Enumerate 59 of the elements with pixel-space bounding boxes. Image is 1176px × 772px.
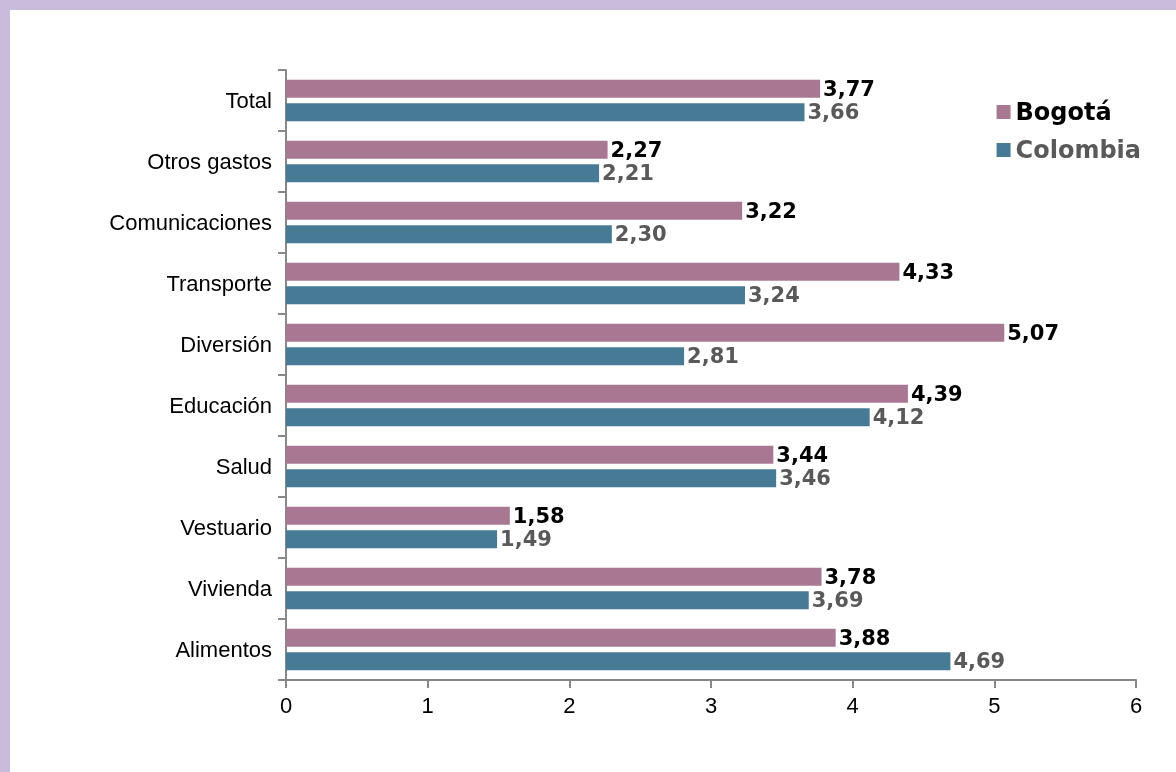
data-label: 4,12 [872, 405, 925, 430]
y-tick-label: Total [225, 88, 272, 113]
data-label: 1,58 [512, 503, 565, 528]
data-label: 3,66 [807, 100, 860, 125]
bar [286, 628, 836, 647]
bar [286, 445, 774, 464]
data-label: 4,33 [902, 259, 955, 284]
bar [286, 140, 608, 159]
bar [286, 506, 510, 525]
bar [286, 262, 900, 281]
data-label: 2,27 [610, 137, 663, 162]
y-tick-label: Otros gastos [147, 149, 272, 174]
data-label: 2,81 [687, 344, 739, 369]
bar [286, 469, 777, 488]
x-tick-label: 5 [988, 692, 1001, 718]
data-label: 3,22 [745, 198, 797, 223]
bar [286, 347, 685, 366]
data-label: 3,69 [811, 588, 864, 613]
x-tick-label: 3 [704, 692, 718, 718]
y-tick-label: Diversión [180, 332, 272, 357]
y-tick-label: Comunicaciones [109, 210, 272, 235]
bar [286, 591, 809, 610]
y-tick-label: Alimentos [175, 637, 272, 662]
data-label: 3,24 [748, 283, 800, 308]
data-label: 2,30 [614, 222, 667, 247]
bar [286, 79, 821, 98]
y-tick-label: Salud [215, 454, 272, 479]
data-label: 3,78 [824, 564, 877, 589]
y-tick-label: Vestuario [180, 515, 272, 540]
data-label: 4,69 [953, 649, 1006, 674]
x-tick-label: 2 [563, 692, 576, 718]
legend-label: Colombia [1015, 136, 1142, 164]
x-tick-label: 6 [1129, 692, 1143, 718]
bar [286, 567, 822, 586]
y-tick-label: Transporte [166, 271, 272, 296]
bar [286, 530, 498, 549]
data-label: 4,39 [910, 381, 963, 406]
bar [286, 652, 951, 671]
x-tick-label: 0 [279, 692, 293, 718]
bar [286, 384, 908, 403]
y-tick-label: Educación [169, 393, 272, 418]
bar [286, 103, 805, 122]
x-tick-label: 1 [421, 692, 434, 718]
bar [286, 286, 745, 305]
data-label: 2,21 [602, 161, 654, 186]
data-label: 1,49 [500, 527, 552, 552]
bar [286, 164, 600, 183]
data-label: 3,77 [823, 76, 875, 101]
bar [286, 408, 870, 427]
bar [286, 201, 743, 220]
bar [286, 225, 612, 244]
bar [286, 323, 1005, 342]
data-label: 3,88 [838, 625, 891, 650]
x-tick-label: 4 [846, 692, 859, 718]
y-tick-label: Vivienda [188, 576, 273, 601]
data-label: 5,07 [1007, 320, 1060, 345]
data-label: 3,46 [779, 466, 831, 491]
legend-label: Bogotá [1015, 98, 1112, 126]
data-label: 3,44 [776, 442, 829, 467]
